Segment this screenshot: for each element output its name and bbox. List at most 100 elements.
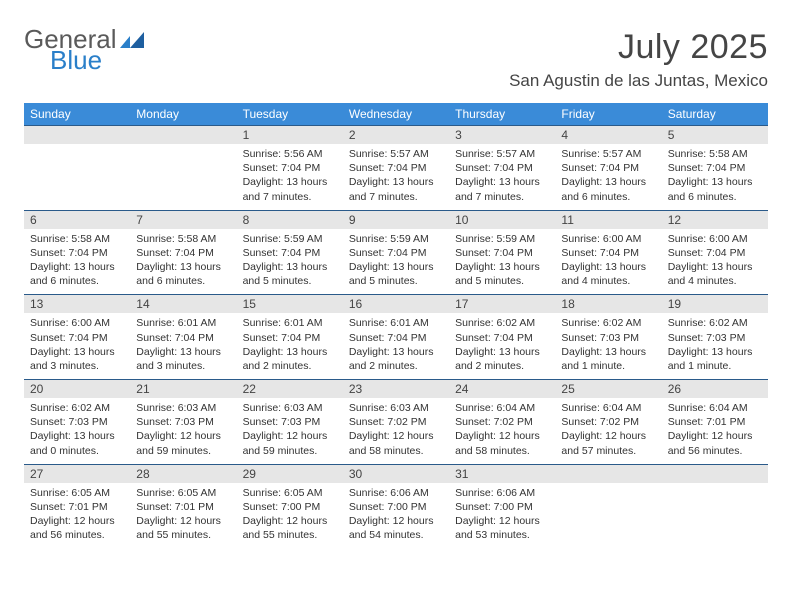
sunrise-text: Sunrise: 5:58 AM xyxy=(136,232,230,246)
calendar-day-cell: 15Sunrise: 6:01 AMSunset: 7:04 PMDayligh… xyxy=(237,294,343,379)
calendar-day-cell: 20Sunrise: 6:02 AMSunset: 7:03 PMDayligh… xyxy=(24,379,130,464)
day-number: 4 xyxy=(555,125,661,144)
day-details: Sunrise: 6:02 AMSunset: 7:03 PMDaylight:… xyxy=(662,313,768,379)
sunrise-text: Sunrise: 6:03 AM xyxy=(136,401,230,415)
sunset-text: Sunset: 7:04 PM xyxy=(243,161,337,175)
daylight-text: Daylight: 12 hours and 58 minutes. xyxy=(455,429,549,457)
calendar-day-cell: 31Sunrise: 6:06 AMSunset: 7:00 PMDayligh… xyxy=(449,464,555,549)
day-details: Sunrise: 6:00 AMSunset: 7:04 PMDaylight:… xyxy=(555,229,661,295)
sunrise-text: Sunrise: 5:56 AM xyxy=(243,147,337,161)
day-number: 28 xyxy=(130,464,236,483)
calendar-day-cell: 14Sunrise: 6:01 AMSunset: 7:04 PMDayligh… xyxy=(130,294,236,379)
daylight-text: Daylight: 13 hours and 5 minutes. xyxy=(243,260,337,288)
sunset-text: Sunset: 7:04 PM xyxy=(136,331,230,345)
daylight-text: Daylight: 13 hours and 3 minutes. xyxy=(30,345,124,373)
day-number: 9 xyxy=(343,210,449,229)
sunset-text: Sunset: 7:04 PM xyxy=(349,161,443,175)
day-number: 8 xyxy=(237,210,343,229)
day-number: 13 xyxy=(24,294,130,313)
sunset-text: Sunset: 7:04 PM xyxy=(349,246,443,260)
day-number xyxy=(662,464,768,483)
daylight-text: Daylight: 12 hours and 53 minutes. xyxy=(455,514,549,542)
day-details: Sunrise: 5:58 AMSunset: 7:04 PMDaylight:… xyxy=(130,229,236,295)
sunrise-text: Sunrise: 6:06 AM xyxy=(455,486,549,500)
calendar-week-row: 1Sunrise: 5:56 AMSunset: 7:04 PMDaylight… xyxy=(24,125,768,210)
day-details: Sunrise: 6:02 AMSunset: 7:04 PMDaylight:… xyxy=(449,313,555,379)
calendar-week-row: 6Sunrise: 5:58 AMSunset: 7:04 PMDaylight… xyxy=(24,210,768,295)
sunrise-text: Sunrise: 6:02 AM xyxy=(561,316,655,330)
page-title: July 2025 xyxy=(509,28,768,67)
sunset-text: Sunset: 7:03 PM xyxy=(136,415,230,429)
day-number xyxy=(24,125,130,144)
sunrise-text: Sunrise: 6:04 AM xyxy=(668,401,762,415)
daylight-text: Daylight: 13 hours and 7 minutes. xyxy=(349,175,443,203)
day-number: 19 xyxy=(662,294,768,313)
brand-logo: General Blue xyxy=(24,28,148,71)
sunset-text: Sunset: 7:00 PM xyxy=(349,500,443,514)
sunrise-text: Sunrise: 6:01 AM xyxy=(243,316,337,330)
daylight-text: Daylight: 12 hours and 58 minutes. xyxy=(349,429,443,457)
day-details: Sunrise: 6:04 AMSunset: 7:01 PMDaylight:… xyxy=(662,398,768,464)
daylight-text: Daylight: 12 hours and 59 minutes. xyxy=(136,429,230,457)
weekday-header: Wednesday xyxy=(343,103,449,125)
day-details: Sunrise: 6:01 AMSunset: 7:04 PMDaylight:… xyxy=(343,313,449,379)
sunset-text: Sunset: 7:04 PM xyxy=(30,246,124,260)
day-details: Sunrise: 6:00 AMSunset: 7:04 PMDaylight:… xyxy=(662,229,768,295)
day-details: Sunrise: 5:59 AMSunset: 7:04 PMDaylight:… xyxy=(449,229,555,295)
sunrise-text: Sunrise: 6:06 AM xyxy=(349,486,443,500)
sunrise-text: Sunrise: 5:58 AM xyxy=(668,147,762,161)
calendar-day-cell: 3Sunrise: 5:57 AMSunset: 7:04 PMDaylight… xyxy=(449,125,555,210)
calendar-day-cell: 28Sunrise: 6:05 AMSunset: 7:01 PMDayligh… xyxy=(130,464,236,549)
sunset-text: Sunset: 7:00 PM xyxy=(455,500,549,514)
day-number: 22 xyxy=(237,379,343,398)
day-details: Sunrise: 6:03 AMSunset: 7:03 PMDaylight:… xyxy=(237,398,343,464)
calendar-day-cell: 11Sunrise: 6:00 AMSunset: 7:04 PMDayligh… xyxy=(555,210,661,295)
day-number: 7 xyxy=(130,210,236,229)
day-number: 27 xyxy=(24,464,130,483)
calendar-day-cell: 10Sunrise: 5:59 AMSunset: 7:04 PMDayligh… xyxy=(449,210,555,295)
sunset-text: Sunset: 7:04 PM xyxy=(668,246,762,260)
sunrise-text: Sunrise: 6:01 AM xyxy=(349,316,443,330)
calendar-day-cell: 9Sunrise: 5:59 AMSunset: 7:04 PMDaylight… xyxy=(343,210,449,295)
calendar-day-cell xyxy=(555,464,661,549)
day-number: 5 xyxy=(662,125,768,144)
daylight-text: Daylight: 12 hours and 54 minutes. xyxy=(349,514,443,542)
weekday-header-row: Sunday Monday Tuesday Wednesday Thursday… xyxy=(24,103,768,125)
day-details: Sunrise: 6:05 AMSunset: 7:01 PMDaylight:… xyxy=(130,483,236,549)
day-details: Sunrise: 5:57 AMSunset: 7:04 PMDaylight:… xyxy=(343,144,449,210)
sunrise-text: Sunrise: 6:04 AM xyxy=(561,401,655,415)
sunrise-text: Sunrise: 6:05 AM xyxy=(243,486,337,500)
daylight-text: Daylight: 13 hours and 2 minutes. xyxy=(455,345,549,373)
weekday-header: Friday xyxy=(555,103,661,125)
sunset-text: Sunset: 7:03 PM xyxy=(243,415,337,429)
calendar-day-cell: 16Sunrise: 6:01 AMSunset: 7:04 PMDayligh… xyxy=(343,294,449,379)
day-details: Sunrise: 6:00 AMSunset: 7:04 PMDaylight:… xyxy=(24,313,130,379)
day-details: Sunrise: 5:59 AMSunset: 7:04 PMDaylight:… xyxy=(343,229,449,295)
day-details: Sunrise: 5:58 AMSunset: 7:04 PMDaylight:… xyxy=(24,229,130,295)
calendar-day-cell: 29Sunrise: 6:05 AMSunset: 7:00 PMDayligh… xyxy=(237,464,343,549)
day-number xyxy=(555,464,661,483)
daylight-text: Daylight: 13 hours and 6 minutes. xyxy=(136,260,230,288)
sunset-text: Sunset: 7:03 PM xyxy=(561,331,655,345)
day-number: 29 xyxy=(237,464,343,483)
sunset-text: Sunset: 7:02 PM xyxy=(455,415,549,429)
daylight-text: Daylight: 13 hours and 1 minute. xyxy=(561,345,655,373)
calendar-day-cell: 18Sunrise: 6:02 AMSunset: 7:03 PMDayligh… xyxy=(555,294,661,379)
sunrise-text: Sunrise: 6:04 AM xyxy=(455,401,549,415)
day-details: Sunrise: 6:04 AMSunset: 7:02 PMDaylight:… xyxy=(555,398,661,464)
sunset-text: Sunset: 7:04 PM xyxy=(455,161,549,175)
sunset-text: Sunset: 7:01 PM xyxy=(30,500,124,514)
daylight-text: Daylight: 13 hours and 2 minutes. xyxy=(349,345,443,373)
daylight-text: Daylight: 13 hours and 5 minutes. xyxy=(349,260,443,288)
daylight-text: Daylight: 13 hours and 3 minutes. xyxy=(136,345,230,373)
weekday-header: Sunday xyxy=(24,103,130,125)
sunrise-text: Sunrise: 6:01 AM xyxy=(136,316,230,330)
daylight-text: Daylight: 12 hours and 59 minutes. xyxy=(243,429,337,457)
day-number: 30 xyxy=(343,464,449,483)
daylight-text: Daylight: 13 hours and 7 minutes. xyxy=(455,175,549,203)
daylight-text: Daylight: 13 hours and 0 minutes. xyxy=(30,429,124,457)
weekday-header: Monday xyxy=(130,103,236,125)
daylight-text: Daylight: 13 hours and 6 minutes. xyxy=(561,175,655,203)
daylight-text: Daylight: 13 hours and 4 minutes. xyxy=(668,260,762,288)
daylight-text: Daylight: 12 hours and 56 minutes. xyxy=(30,514,124,542)
